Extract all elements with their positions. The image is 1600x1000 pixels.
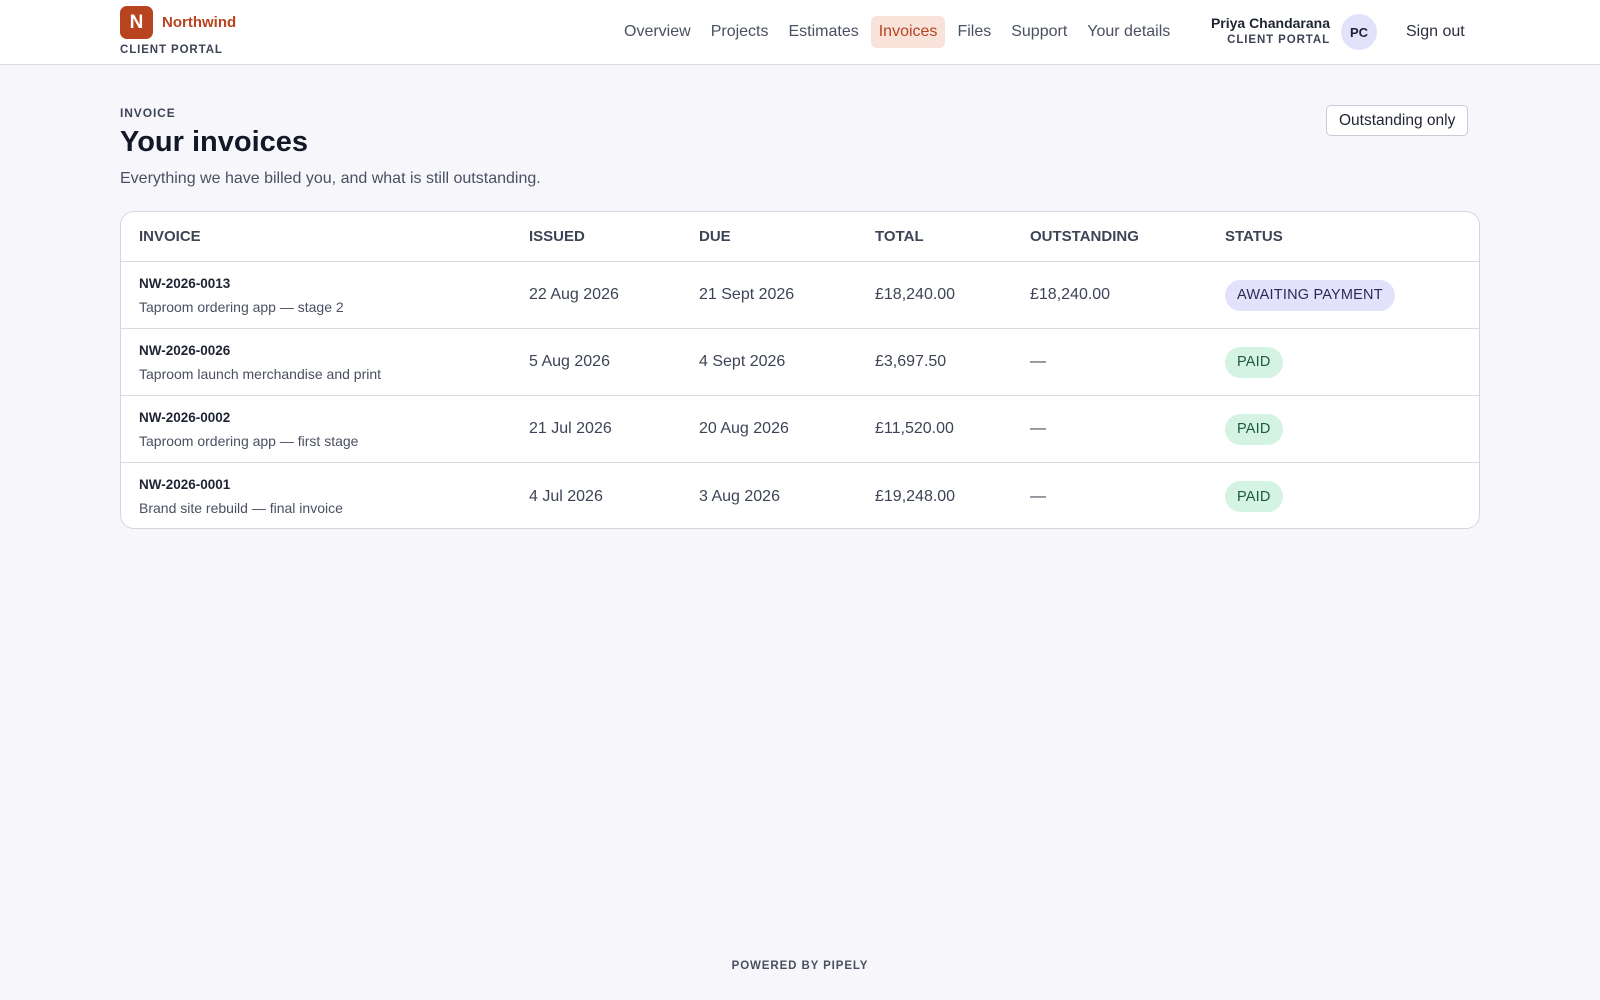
nav-item-overview[interactable]: Overview [624,23,691,40]
footer-powered-by: POWERED BY PIPELY [731,960,869,972]
invoice-total: £19,248.00 [875,487,956,505]
page-subtitle: Everything we have billed you, and what … [120,170,541,187]
issued-date: 5 Aug 2026 [529,353,610,370]
table-header-row: INVOICE ISSUED DUE TOTAL OUTSTANDING STA… [121,212,1479,262]
invoice-description: Taproom ordering app — stage 2 [139,298,344,315]
table-row[interactable]: NW-2026-0013 Taproom ordering app — stag… [121,262,1479,329]
invoice-number[interactable]: NW-2026-0001 [139,477,231,492]
column-header-due[interactable]: DUE [699,228,731,245]
issued-date: 4 Jul 2026 [529,487,603,505]
main-nav: Overview Projects Estimates Invoices Fil… [616,16,1182,48]
nav-item-invoices[interactable]: Invoices [870,16,946,48]
column-header-total[interactable]: TOTAL [875,228,924,245]
invoice-total: £11,520.00 [875,420,954,437]
table-row[interactable]: NW-2026-0001 Brand site rebuild — final … [121,463,1479,528]
due-date: 20 Aug 2026 [699,420,789,437]
table-row[interactable]: NW-2026-0026 Taproom launch merchandise … [121,329,1479,396]
invoice-description: Brand site rebuild — final invoice [139,500,343,516]
outstanding-only-button[interactable]: Outstanding only [1326,105,1469,136]
column-header-outstanding[interactable]: OUTSTANDING [1030,228,1139,245]
brand-name[interactable]: Northwind [162,14,237,31]
table-row[interactable]: NW-2026-0002 Taproom ordering app — firs… [121,396,1479,463]
user-info: Priya Chandarana CLIENT PORTAL [1211,15,1330,46]
outstanding-amount: — [1030,420,1046,437]
brand-subtitle: CLIENT PORTAL [120,44,223,56]
invoices-table: INVOICE ISSUED DUE TOTAL OUTSTANDING STA… [120,211,1480,529]
invoice-description: Taproom launch merchandise and print [139,365,382,382]
due-date: 21 Sept 2026 [699,286,795,303]
page-eyebrow: INVOICE [120,106,176,120]
nav-item-estimates[interactable]: Estimates [788,23,859,40]
outstanding-amount: £18,240.00 [1030,286,1111,303]
page-title: Your invoices [120,126,309,158]
invoice-number[interactable]: NW-2026-0013 [139,275,231,291]
top-bar: N Northwind CLIENT PORTAL Overview Proje… [0,0,1600,65]
invoice-total: £18,240.00 [875,286,956,303]
nav-item-files[interactable]: Files [957,23,992,40]
avatar[interactable]: PC [1341,14,1377,50]
column-header-invoice[interactable]: INVOICE [139,228,201,245]
brand[interactable]: N Northwind CLIENT PORTAL [120,6,236,56]
issued-date: 22 Aug 2026 [529,286,619,303]
column-header-status[interactable]: STATUS [1225,228,1283,245]
due-date: 3 Aug 2026 [699,487,780,505]
user-role: CLIENT PORTAL [1227,34,1330,46]
status-badge: PAID [1225,346,1283,378]
brand-logo-icon[interactable]: N [120,6,153,39]
status-badge: AWAITING PAYMENT [1225,279,1395,311]
status-badge: PAID [1225,413,1283,445]
nav-item-projects[interactable]: Projects [710,23,769,40]
invoice-description: Taproom ordering app — first stage [139,432,359,449]
invoice-number[interactable]: NW-2026-0026 [139,342,231,358]
nav-item-your-details[interactable]: Your details [1087,23,1171,40]
status-badge: PAID [1225,481,1283,512]
column-header-issued[interactable]: ISSUED [529,228,585,245]
user-name: Priya Chandarana [1210,15,1330,31]
nav-item-support[interactable]: Support [1011,23,1068,40]
due-date: 4 Sept 2026 [699,353,786,370]
invoice-number[interactable]: NW-2026-0002 [139,409,231,425]
issued-date: 21 Jul 2026 [529,420,612,437]
sign-out-button[interactable]: Sign out [1406,23,1465,40]
invoice-total: £3,697.50 [875,353,947,370]
outstanding-amount: — [1030,487,1046,505]
outstanding-amount: — [1030,353,1046,370]
